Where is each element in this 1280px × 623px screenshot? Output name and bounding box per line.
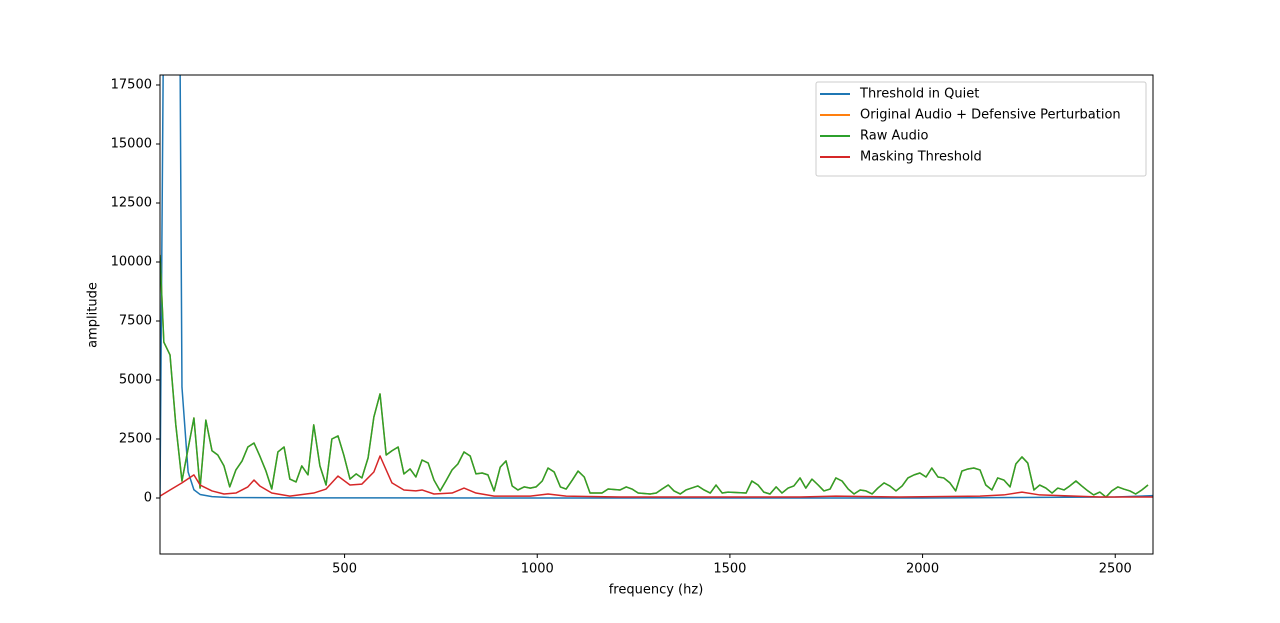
legend-label: Masking Threshold [860,150,982,165]
x-tick-label: 2000 [906,562,939,577]
x-tick-label: 2500 [1099,562,1132,577]
x-axis-label: frequency (hz) [609,583,704,598]
x-tick-label: 1000 [521,562,554,577]
x-tick-label: 500 [332,562,357,577]
plot-area [160,75,1153,499]
y-tick-label: 7500 [119,313,152,328]
series-line [160,75,1153,499]
y-tick-label: 15000 [111,136,152,151]
y-tick-label: 10000 [111,254,152,269]
axes-frame [159,74,1154,555]
series-line [160,254,1149,498]
y-tick-label: 2500 [119,431,152,446]
legend-box [815,81,1147,177]
legend-label: Raw Audio [860,129,928,144]
y-tick-label: 17500 [111,77,152,92]
x-tick-label: 1500 [713,562,746,577]
legend-label: Original Audio + Defensive Perturbation [860,108,1121,123]
y-tick-label: 12500 [111,195,152,210]
y-axis-label: amplitude [86,282,101,348]
y-tick-label: 5000 [119,372,152,387]
legend-label: Threshold in Quiet [859,87,979,102]
y-tick-label: 0 [144,490,152,505]
series-line [160,455,1153,498]
